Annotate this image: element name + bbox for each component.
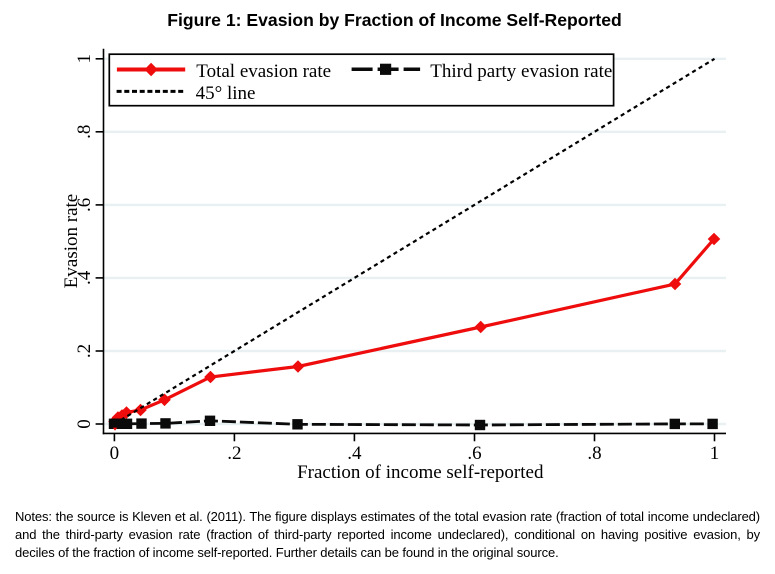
svg-text:1: 1 [710, 443, 720, 464]
svg-text:0: 0 [110, 443, 120, 464]
svg-text:0: 0 [74, 419, 95, 429]
svg-text:.4: .4 [74, 270, 95, 285]
svg-text:.8: .8 [587, 443, 601, 464]
svg-text:Fraction of income self-report: Fraction of income self-reported [297, 462, 544, 483]
svg-text:.2: .2 [227, 443, 241, 464]
svg-text:45° line: 45° line [196, 83, 256, 104]
svg-text:Third party evasion rate: Third party evasion rate [430, 61, 612, 82]
svg-text:.4: .4 [347, 443, 362, 464]
svg-text:.6: .6 [467, 443, 481, 464]
svg-text:.6: .6 [74, 198, 95, 212]
svg-text:.2: .2 [74, 344, 95, 358]
svg-text:1: 1 [74, 54, 95, 64]
svg-text:.8: .8 [74, 125, 95, 139]
svg-text:Evasion rate: Evasion rate [61, 194, 82, 288]
svg-text:Total evasion rate: Total evasion rate [196, 61, 331, 82]
